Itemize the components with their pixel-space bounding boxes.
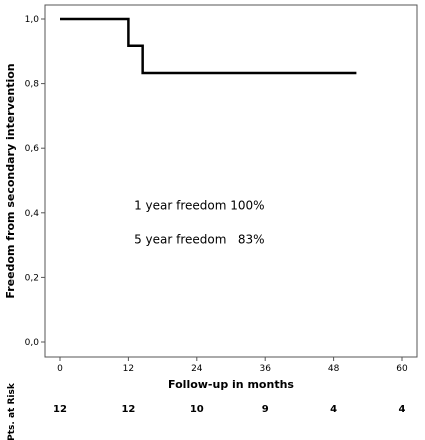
risk-table-value: 12 [121,404,135,415]
risk-table-value: 10 [190,404,204,415]
risk-table-value: 9 [262,404,269,415]
x-tick-label: 60 [396,364,408,374]
x-axis-title: Follow-up in months [168,378,294,391]
y-tick-label: 1,0 [25,15,40,25]
survival-curve-line [60,17,357,75]
x-tick-label: 48 [328,364,340,374]
x-tick-label: 0 [57,364,63,374]
risk-table-value: 4 [399,404,406,415]
x-tick-label: 24 [191,364,203,374]
risk-table-value: 4 [330,404,337,415]
annotation-text: 5 year freedom 83% [134,232,264,246]
series-group [60,17,357,75]
x-tick-label: 36 [259,364,271,374]
risk-table: Pts. at Risk 12 12 10 9 4 4 [7,382,406,440]
y-tick-label: 0,2 [25,273,39,283]
annotations-group: 1 year freedom 100% 5 year freedom 83% [134,199,264,247]
x-tick-label: 12 [123,364,134,374]
annotation-text: 1 year freedom 100% [134,199,264,213]
y-axis-title: Freedom from secondary intervention [4,63,17,298]
plot-frame [44,4,418,358]
y-tick-label: 0,4 [25,209,40,219]
y-tick-label: 0,6 [25,144,40,154]
risk-table-title: Pts. at Risk [7,382,17,440]
risk-table-value: 12 [53,404,67,415]
y-axis: 0,0 0,2 0,4 0,6 0,8 1,0 [25,15,45,348]
y-tick-label: 0,0 [25,338,40,348]
y-tick-label: 0,8 [25,80,40,90]
x-axis: 0 12 24 36 48 60 [57,357,408,374]
